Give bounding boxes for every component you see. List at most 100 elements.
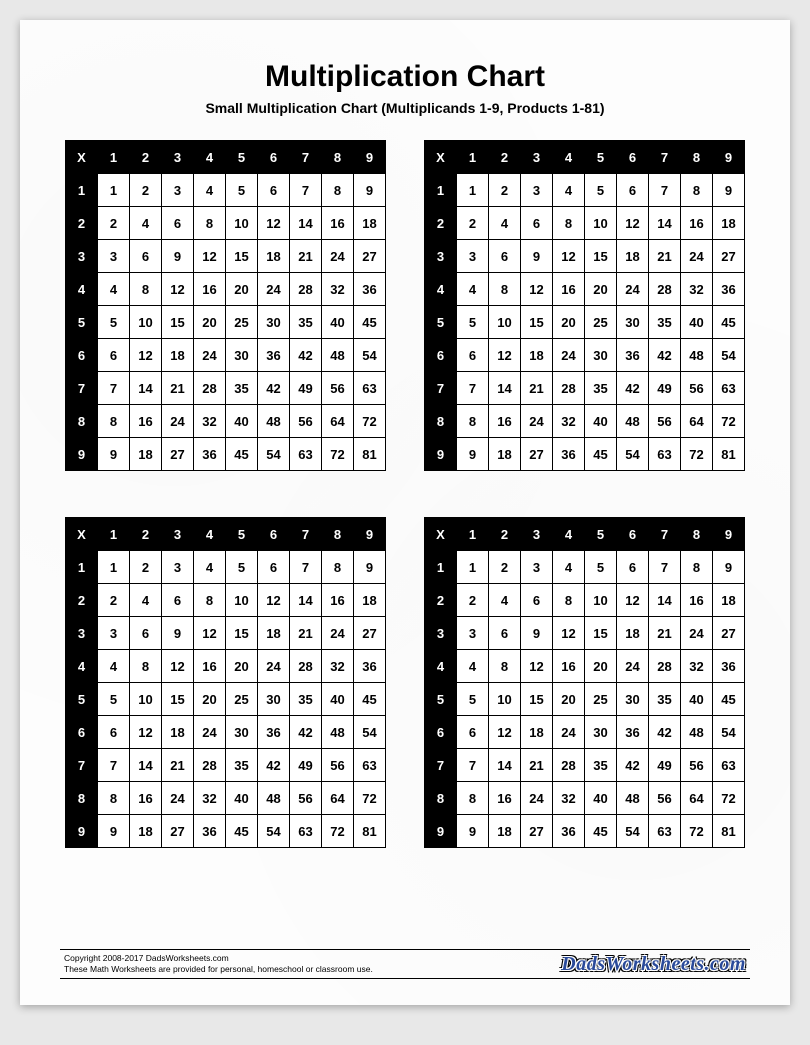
table-cell: 54 — [713, 716, 745, 749]
col-header: 9 — [713, 518, 745, 551]
table-cell: 10 — [130, 306, 162, 339]
row-header: 5 — [66, 306, 98, 339]
table-cell: 48 — [681, 339, 713, 372]
row-header: 1 — [66, 551, 98, 584]
table-cell: 12 — [521, 273, 553, 306]
table-cell: 2 — [457, 584, 489, 617]
table-cell: 18 — [130, 815, 162, 848]
multiplication-table-2: X123456789112345678922468101214161833691… — [424, 140, 745, 471]
col-header: 9 — [713, 141, 745, 174]
col-header: 6 — [617, 141, 649, 174]
col-header: 7 — [649, 518, 681, 551]
table-cell: 9 — [354, 174, 386, 207]
table-cell: 54 — [713, 339, 745, 372]
table-cell: 28 — [649, 650, 681, 683]
table-cell: 24 — [521, 782, 553, 815]
table-cell: 4 — [457, 273, 489, 306]
row-header: 5 — [425, 306, 457, 339]
table-cell: 28 — [649, 273, 681, 306]
table-cell: 64 — [681, 405, 713, 438]
table-cell: 21 — [162, 372, 194, 405]
table-cell: 16 — [553, 273, 585, 306]
row-header: 5 — [425, 683, 457, 716]
col-header: 2 — [130, 141, 162, 174]
table-cell: 42 — [290, 339, 322, 372]
table-cell: 24 — [553, 339, 585, 372]
table-cell: 15 — [585, 240, 617, 273]
table-cell: 54 — [258, 815, 290, 848]
table-cell: 16 — [553, 650, 585, 683]
table-cell: 4 — [194, 174, 226, 207]
row-header: 3 — [425, 240, 457, 273]
table-cell: 8 — [457, 782, 489, 815]
table-cell: 35 — [226, 749, 258, 782]
row-header: 9 — [425, 815, 457, 848]
table-corner: X — [66, 518, 98, 551]
table-cell: 72 — [681, 438, 713, 471]
row-header: 6 — [425, 339, 457, 372]
table-cell: 12 — [553, 617, 585, 650]
row-header: 4 — [66, 273, 98, 306]
table-cell: 56 — [290, 782, 322, 815]
table-cell: 7 — [98, 372, 130, 405]
row-header: 1 — [66, 174, 98, 207]
table-cell: 24 — [553, 716, 585, 749]
table-cell: 4 — [489, 584, 521, 617]
table-cell: 36 — [258, 716, 290, 749]
row-header: 8 — [66, 782, 98, 815]
table-cell: 18 — [354, 207, 386, 240]
table-cell: 27 — [521, 815, 553, 848]
table-cell: 3 — [98, 240, 130, 273]
table-cell: 81 — [354, 815, 386, 848]
row-header: 5 — [66, 683, 98, 716]
table-cell: 12 — [258, 584, 290, 617]
table-cell: 14 — [130, 749, 162, 782]
table-cell: 72 — [681, 815, 713, 848]
table-cell: 35 — [585, 372, 617, 405]
worksheet-page: Multiplication Chart Small Multiplicatio… — [20, 20, 790, 1005]
col-header: 8 — [681, 518, 713, 551]
table-cell: 9 — [98, 438, 130, 471]
table-cell: 48 — [258, 405, 290, 438]
table-cell: 2 — [489, 174, 521, 207]
table-cell: 54 — [617, 438, 649, 471]
table-cell: 8 — [681, 174, 713, 207]
table-cell: 28 — [290, 650, 322, 683]
row-header: 8 — [425, 405, 457, 438]
table-cell: 15 — [226, 617, 258, 650]
table-cell: 48 — [322, 339, 354, 372]
table-cell: 16 — [194, 650, 226, 683]
table-cell: 3 — [162, 551, 194, 584]
table-cell: 28 — [194, 372, 226, 405]
table-cell: 20 — [585, 273, 617, 306]
col-header: 2 — [489, 518, 521, 551]
copyright-text: Copyright 2008-2017 DadsWorksheets.com — [64, 953, 373, 964]
table-cell: 12 — [617, 207, 649, 240]
table-cell: 6 — [258, 174, 290, 207]
col-header: 6 — [617, 518, 649, 551]
col-header: 5 — [226, 518, 258, 551]
table-cell: 36 — [354, 650, 386, 683]
row-header: 2 — [66, 584, 98, 617]
table-cell: 18 — [617, 240, 649, 273]
table-cell: 81 — [713, 438, 745, 471]
table-cell: 63 — [713, 372, 745, 405]
row-header: 1 — [425, 551, 457, 584]
row-header: 6 — [425, 716, 457, 749]
brand-logo: DadsWorksheets.com — [561, 953, 746, 976]
col-header: 8 — [681, 141, 713, 174]
table-cell: 25 — [585, 683, 617, 716]
table-cell: 4 — [130, 584, 162, 617]
table-cell: 63 — [354, 749, 386, 782]
table-cell: 4 — [553, 174, 585, 207]
table-cell: 16 — [681, 584, 713, 617]
table-cell: 20 — [226, 273, 258, 306]
table-cell: 36 — [553, 438, 585, 471]
table-cell: 42 — [617, 372, 649, 405]
row-header: 3 — [66, 240, 98, 273]
table-cell: 28 — [553, 372, 585, 405]
usage-note: These Math Worksheets are provided for p… — [64, 964, 373, 975]
table-cell: 9 — [713, 174, 745, 207]
table-cell: 56 — [322, 749, 354, 782]
table-cell: 7 — [98, 749, 130, 782]
